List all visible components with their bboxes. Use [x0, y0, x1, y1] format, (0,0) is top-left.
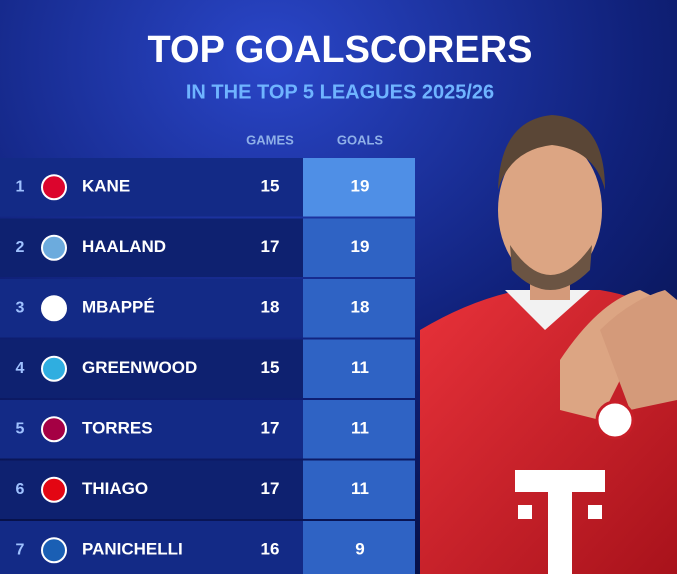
title: TOP GOALSCORERS — [148, 29, 533, 71]
club-crest — [41, 355, 67, 382]
club-crest — [41, 295, 67, 322]
goals: 11 — [351, 419, 369, 438]
goals: 11 — [351, 358, 369, 377]
goals: 19 — [351, 177, 370, 196]
games: 15 — [261, 177, 280, 196]
club-crest — [41, 476, 67, 503]
goals: 11 — [351, 479, 369, 498]
rank: 1 — [16, 178, 25, 195]
player-name: THIAGO — [82, 479, 148, 498]
goals-cell — [303, 521, 415, 574]
player-name: HAALAND — [82, 237, 166, 256]
games: 16 — [261, 540, 280, 559]
player-photo — [420, 115, 677, 574]
goals: 19 — [351, 237, 370, 256]
subtitle: IN THE TOP 5 LEAGUES 2025/26 — [186, 81, 494, 103]
rank: 6 — [16, 481, 25, 498]
player-name: KANE — [82, 177, 130, 196]
games: 17 — [261, 419, 280, 438]
goals-cell — [303, 400, 415, 459]
player-name: PANICHELLI — [82, 540, 183, 559]
goals-cell — [303, 339, 415, 398]
rank: 5 — [16, 420, 25, 437]
player-name: GREENWOOD — [82, 358, 197, 377]
table: 1 KANE 15 19 2 HAALAND 17 19 3 MBAPPÉ 18 18 4 GREENWO… — [0, 158, 415, 574]
column-header: GOALS — [337, 132, 384, 147]
games: 17 — [261, 237, 280, 256]
rank: 7 — [16, 541, 25, 558]
goals: 18 — [351, 298, 370, 317]
goals-cell — [303, 460, 415, 519]
goals-cell — [303, 218, 415, 277]
player-name: MBAPPÉ — [82, 298, 155, 317]
games: 15 — [261, 358, 280, 377]
rank: 2 — [16, 239, 25, 256]
club-crest — [41, 537, 67, 564]
club-crest — [41, 174, 67, 201]
rank: 4 — [16, 360, 25, 377]
games: 17 — [261, 479, 280, 498]
goals-cell — [303, 158, 415, 217]
rank: 3 — [16, 299, 25, 316]
club-crest — [41, 234, 67, 261]
column-header: GAMES — [246, 132, 294, 147]
player-name: TORRES — [82, 419, 153, 438]
goals: 9 — [355, 540, 364, 559]
club-crest — [41, 416, 67, 443]
goals-cell — [303, 279, 415, 338]
games: 18 — [261, 298, 280, 317]
